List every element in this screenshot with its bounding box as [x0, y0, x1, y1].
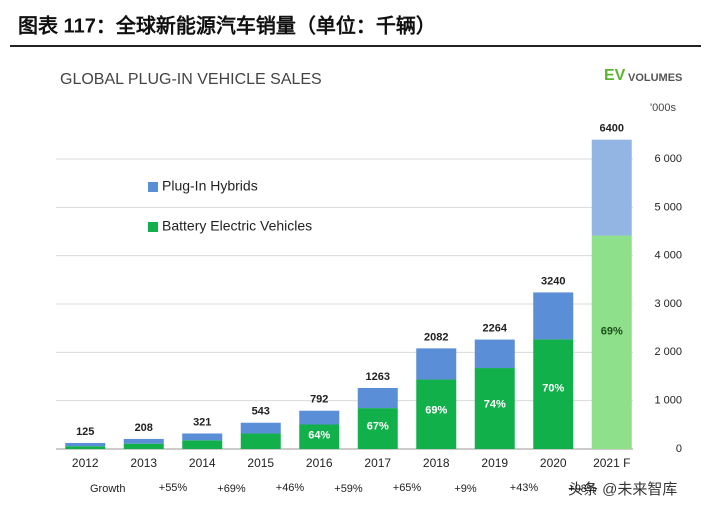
total-label: 6400: [600, 123, 624, 135]
total-label: 543: [252, 406, 270, 418]
growth-value: +69%: [217, 483, 246, 495]
legend-swatch: [148, 182, 158, 192]
bar-segment: [533, 292, 574, 340]
bar-segment: [474, 339, 515, 369]
logo-ev: EV: [604, 67, 626, 84]
x-tick-label: 2015: [247, 456, 274, 470]
share-label: 67%: [367, 420, 389, 432]
bar-segment: [533, 339, 574, 449]
y-unit: '000s: [650, 102, 676, 114]
growth-value: +46%: [276, 482, 305, 494]
bar-segment: [591, 235, 632, 449]
bar-segment: [357, 387, 398, 409]
y-tick-label: 1 000: [654, 395, 682, 407]
total-label: 3240: [541, 275, 565, 287]
y-tick-label: 0: [676, 443, 682, 455]
x-tick-label: 2019: [481, 456, 508, 470]
total-label: 2082: [424, 331, 448, 343]
x-tick-label: 2021 F: [593, 456, 630, 470]
bar-segment: [182, 433, 223, 441]
bar-segment: [123, 438, 164, 444]
total-label: 792: [310, 394, 328, 406]
bar-segment: [299, 410, 340, 425]
x-tick-label: 2014: [189, 456, 216, 470]
bar-segment: [357, 408, 398, 449]
share-label: 69%: [601, 326, 623, 338]
growth-value: +98%: [568, 483, 597, 495]
total-label: 208: [135, 422, 153, 434]
share-label: 74%: [484, 398, 506, 410]
x-tick-label: 2016: [306, 456, 333, 470]
bar-segment: [65, 446, 106, 449]
bar-segment: [240, 433, 281, 449]
y-tick-label: 5 000: [654, 201, 682, 213]
x-tick-label: 2018: [423, 456, 450, 470]
header-title: 图表 117：全球新能源汽车销量（单位：千辆）: [18, 13, 436, 37]
growth-value: +55%: [159, 482, 188, 494]
bar-segment: [65, 442, 106, 447]
share-label: 70%: [542, 383, 564, 395]
watermark: 头条 @未来智库: [568, 480, 677, 498]
bar-segment: [416, 348, 457, 380]
total-label: 2264: [483, 322, 508, 334]
share-label: 64%: [308, 429, 330, 441]
legend-swatch: [148, 222, 158, 232]
growth-value: +59%: [334, 483, 363, 495]
y-tick-label: 3 000: [654, 298, 682, 310]
bar-segment: [299, 424, 340, 449]
growth-value: +9%: [454, 483, 477, 495]
growth-label: Growth: [90, 483, 125, 495]
logo-volumes: VOLUMES: [628, 72, 682, 84]
x-tick-label: 2012: [72, 456, 99, 470]
total-label: 1263: [366, 371, 390, 383]
bar-segment: [591, 139, 632, 236]
bar-segment: [416, 379, 457, 449]
legend-label: Plug-In Hybrids: [162, 178, 258, 194]
bar-segment: [182, 440, 223, 449]
total-label: 125: [76, 426, 94, 438]
bar-segment: [123, 443, 164, 449]
y-tick-label: 4 000: [654, 250, 682, 262]
y-tick-label: 6 000: [654, 153, 682, 165]
bar-segment: [474, 368, 515, 449]
growth-value: +43%: [510, 482, 539, 494]
growth-value: +65%: [393, 482, 422, 494]
x-tick-label: 2020: [540, 456, 567, 470]
x-tick-label: 2013: [130, 456, 157, 470]
y-tick-label: 2 000: [654, 346, 682, 358]
chart-title: GLOBAL PLUG-IN VEHICLE SALES: [60, 71, 322, 88]
bar-segment: [240, 422, 281, 434]
x-tick-label: 2017: [364, 456, 391, 470]
total-label: 321: [193, 416, 211, 428]
share-label: 69%: [425, 405, 447, 417]
legend-label: Battery Electric Vehicles: [162, 218, 312, 234]
